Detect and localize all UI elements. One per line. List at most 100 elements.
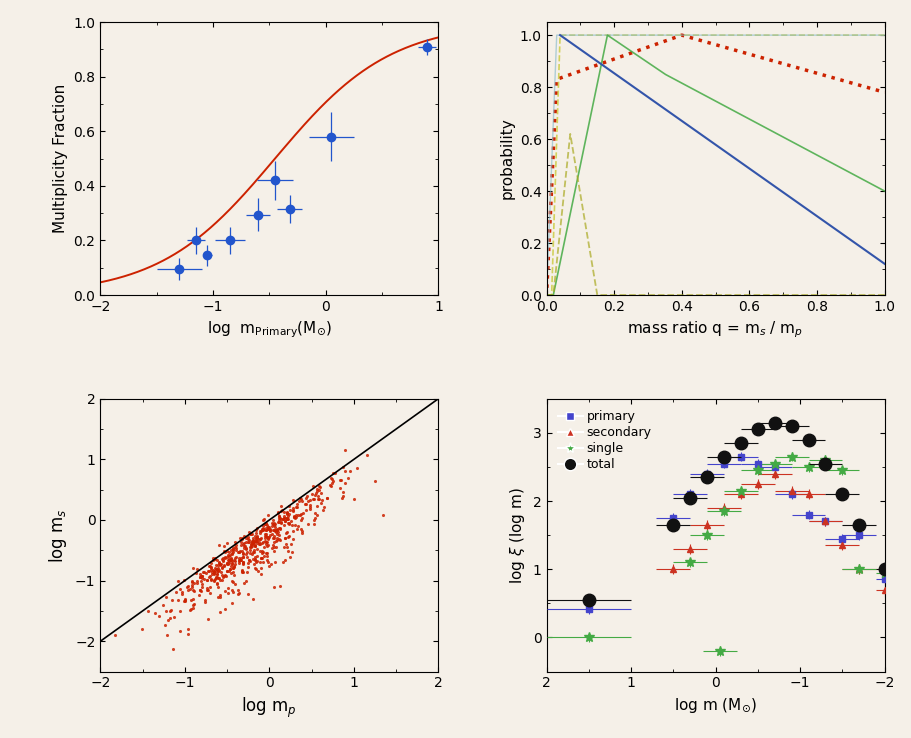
- Point: [162, 605, 177, 617]
- Point: [302, 499, 317, 511]
- Point: [309, 500, 323, 512]
- Point: [324, 473, 339, 485]
- Point: [289, 501, 303, 513]
- Point: [192, 568, 207, 579]
- Point: [299, 497, 313, 509]
- Point: [254, 532, 269, 544]
- Point: [268, 519, 282, 531]
- Point: [203, 573, 218, 585]
- Point: [300, 495, 314, 507]
- Point: [292, 495, 306, 507]
- Point: [209, 559, 223, 570]
- Point: [244, 535, 259, 547]
- Point: [227, 552, 241, 564]
- Point: [246, 558, 261, 570]
- Point: [270, 534, 284, 545]
- Point: [159, 605, 173, 617]
- Point: [271, 529, 286, 541]
- Point: [279, 526, 293, 538]
- Point: [258, 518, 272, 530]
- Point: [277, 519, 292, 531]
- Point: [280, 513, 294, 525]
- Point: [259, 539, 273, 551]
- Point: [259, 537, 273, 548]
- Point: [197, 567, 211, 579]
- Point: [220, 565, 234, 577]
- Point: [256, 520, 271, 532]
- Point: [281, 510, 295, 522]
- Point: [273, 500, 288, 512]
- Point: [215, 562, 230, 573]
- Point: [286, 525, 301, 537]
- Point: [225, 586, 240, 598]
- Point: [294, 494, 309, 506]
- Point: [349, 462, 363, 474]
- Point: [290, 498, 304, 510]
- Point: [254, 545, 269, 556]
- Point: [220, 554, 235, 566]
- Point: [267, 524, 281, 536]
- Point: [267, 519, 281, 531]
- Point: [215, 552, 230, 564]
- Point: [281, 518, 296, 530]
- Point: [205, 554, 220, 566]
- Point: [234, 531, 249, 543]
- Point: [247, 544, 261, 556]
- Point: [204, 568, 219, 580]
- Point: [316, 500, 331, 512]
- Point: [176, 574, 190, 586]
- Point: [212, 558, 227, 570]
- Point: [225, 542, 240, 554]
- Point: [209, 572, 223, 584]
- Point: [217, 545, 231, 557]
- Point: [333, 474, 347, 486]
- Point: [258, 538, 272, 550]
- Point: [250, 530, 264, 542]
- Point: [259, 520, 273, 531]
- Point: [278, 514, 292, 526]
- Point: [245, 553, 260, 565]
- Point: [234, 564, 249, 576]
- Point: [198, 594, 212, 606]
- Point: [374, 508, 389, 520]
- Point: [210, 576, 224, 588]
- Point: [271, 514, 286, 526]
- Point: [261, 522, 276, 534]
- Point: [177, 593, 191, 605]
- Point: [222, 549, 237, 561]
- Point: [200, 582, 214, 594]
- Point: [281, 508, 296, 520]
- Point: [285, 494, 300, 506]
- Point: [220, 556, 234, 568]
- Point: [239, 542, 253, 554]
- Point: [208, 552, 222, 564]
- Point: [242, 547, 257, 559]
- Point: [332, 483, 346, 494]
- Point: [217, 560, 231, 572]
- Point: [201, 570, 216, 582]
- Point: [251, 536, 266, 548]
- Point: [263, 558, 278, 570]
- Point: [261, 539, 275, 551]
- Point: [297, 498, 312, 510]
- Point: [186, 601, 200, 613]
- Point: [249, 533, 263, 545]
- Point: [210, 559, 225, 571]
- Point: [192, 571, 207, 583]
- Point: [281, 500, 296, 511]
- Point: [320, 492, 334, 503]
- Point: [172, 625, 187, 637]
- Point: [311, 490, 325, 502]
- Point: [251, 565, 265, 577]
- Point: [261, 523, 275, 535]
- Point: [227, 560, 241, 572]
- Point: [270, 532, 284, 544]
- Point: [270, 524, 284, 536]
- Point: [174, 586, 189, 598]
- Point: [299, 504, 313, 516]
- Point: [311, 493, 325, 505]
- Point: [234, 554, 249, 566]
- Point: [269, 524, 283, 536]
- Y-axis label: log m$_s$: log m$_s$: [47, 508, 69, 562]
- Point: [210, 573, 225, 584]
